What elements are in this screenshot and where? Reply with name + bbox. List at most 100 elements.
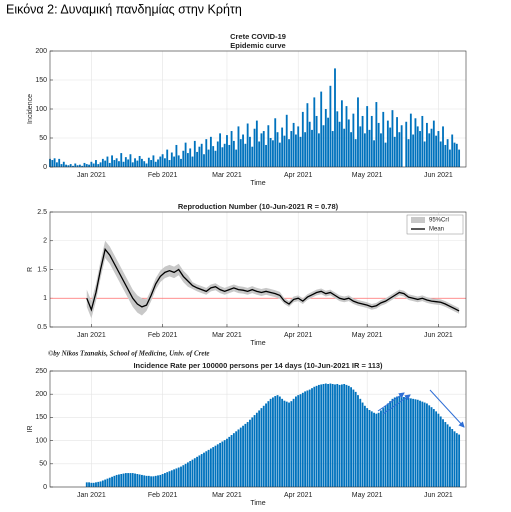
bar: [265, 144, 267, 167]
bar: [216, 444, 219, 487]
bar: [136, 160, 139, 167]
bar: [230, 435, 233, 487]
y-axis-label: IR: [27, 426, 34, 433]
bar: [262, 405, 265, 487]
bar: [416, 399, 419, 487]
chart-title: Crete COVID-19: [230, 32, 286, 41]
bar: [437, 131, 440, 167]
bar: [255, 120, 258, 167]
trend-arrows: [377, 389, 465, 428]
bar: [177, 155, 180, 167]
bar: [283, 400, 286, 487]
bar: [223, 143, 226, 167]
bar: [327, 117, 330, 167]
y-tick-label: 0: [43, 484, 47, 491]
axes-frame: [49, 370, 467, 488]
bar: [352, 113, 355, 167]
bar: [409, 113, 412, 167]
bar: [458, 149, 461, 167]
bar: [304, 391, 307, 487]
bar: [313, 97, 316, 167]
bar: [361, 402, 364, 487]
bar: [324, 383, 327, 487]
bar: [134, 158, 136, 167]
bar: [269, 138, 272, 167]
x-tick-label: Mar 2021: [212, 172, 242, 179]
bar: [90, 161, 93, 167]
x-tick-label: Apr 2021: [284, 172, 313, 179]
bar: [295, 396, 297, 487]
bar: [205, 451, 208, 487]
bar: [207, 449, 210, 487]
bar: [182, 465, 185, 487]
bar: [129, 154, 132, 167]
bar: [78, 164, 81, 167]
bar: [405, 397, 408, 487]
y-tick-label: 150: [35, 414, 47, 421]
bar: [193, 140, 196, 167]
bar: [161, 154, 164, 167]
bar: [396, 396, 398, 487]
x-tick-label: Jan 2021: [77, 492, 106, 499]
y-tick-label: 250: [35, 368, 47, 375]
bar: [214, 150, 217, 167]
bar: [269, 398, 272, 487]
bar: [278, 142, 281, 167]
bar: [400, 396, 403, 487]
bar: [166, 149, 169, 167]
bar: [260, 133, 263, 167]
bar: [405, 121, 408, 167]
bar: [221, 441, 224, 487]
bar: [108, 162, 111, 167]
bar: [322, 125, 325, 167]
bar: [416, 126, 419, 167]
bar: [412, 398, 415, 487]
bar: [338, 121, 341, 167]
bar: [92, 163, 95, 167]
x-tick-label: Mar 2021: [212, 492, 242, 499]
bar: [414, 399, 417, 487]
y-tick-label: 50: [39, 461, 47, 468]
legend-label: Mean: [429, 227, 444, 233]
bar: [350, 387, 353, 487]
bar: [297, 126, 300, 167]
bar: [104, 160, 107, 167]
bar: [175, 144, 178, 167]
y-tick-label: 200: [35, 48, 47, 55]
bar: [329, 85, 332, 167]
bar: [191, 459, 194, 487]
bar: [276, 132, 279, 167]
bar: [101, 158, 104, 167]
bar: [249, 136, 251, 167]
credible-band: [86, 240, 460, 319]
bar: [292, 398, 295, 487]
y-tick-label: 100: [35, 106, 47, 113]
bar: [363, 133, 366, 167]
bar: [331, 383, 334, 487]
bar: [320, 91, 323, 167]
x-tick-label: Feb 2021: [148, 492, 178, 499]
bar: [122, 161, 125, 167]
y-axis-label: R: [27, 267, 34, 272]
bar: [69, 164, 72, 167]
bar: [242, 134, 244, 167]
bar: [115, 474, 118, 487]
bar: [370, 411, 373, 487]
bar: [228, 144, 231, 167]
bar: [400, 125, 403, 167]
bar: [246, 123, 249, 167]
bar: [88, 164, 90, 167]
bar: [320, 384, 323, 487]
bar: [90, 482, 93, 487]
mean-line: [86, 247, 460, 312]
bar: [453, 142, 456, 167]
bar: [359, 126, 362, 167]
bar: [184, 463, 187, 487]
bar: [301, 392, 304, 487]
bar: [120, 153, 123, 167]
y-tick-label: 0.5: [37, 324, 47, 331]
bar: [136, 474, 139, 487]
bar: [442, 126, 444, 167]
bar: [106, 156, 109, 167]
bar: [336, 111, 339, 167]
